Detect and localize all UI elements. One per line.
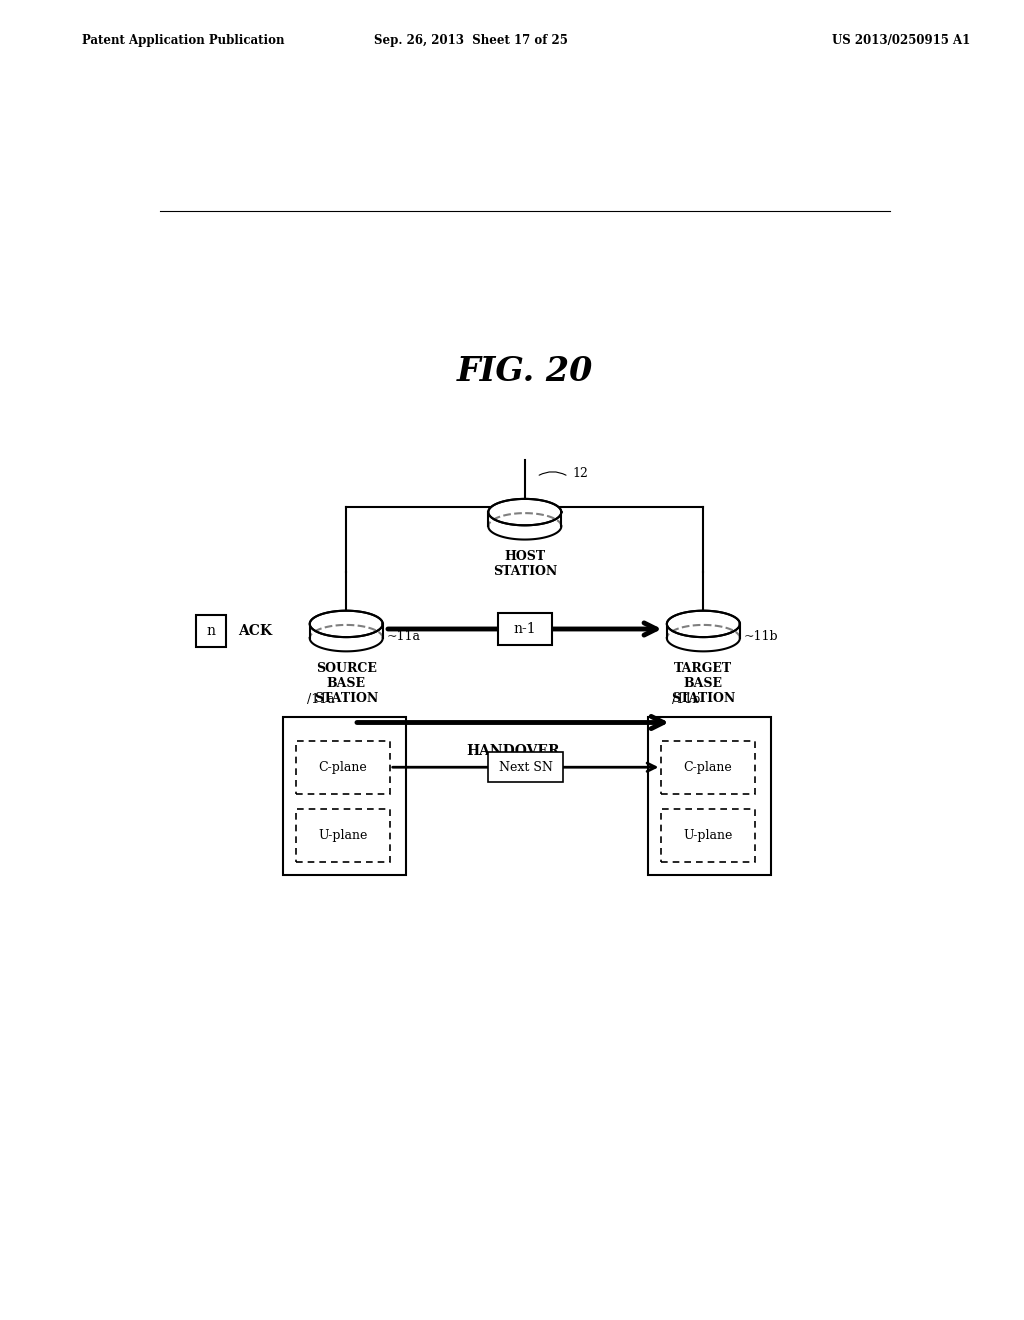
Text: C-plane: C-plane bbox=[684, 760, 732, 774]
Text: ACK: ACK bbox=[239, 624, 272, 638]
FancyBboxPatch shape bbox=[197, 615, 226, 647]
FancyBboxPatch shape bbox=[487, 752, 563, 783]
FancyBboxPatch shape bbox=[498, 612, 552, 645]
Text: HOST
STATION: HOST STATION bbox=[493, 549, 557, 578]
Text: TARGET
BASE
STATION: TARGET BASE STATION bbox=[672, 661, 735, 705]
Text: HANDOVER: HANDOVER bbox=[466, 744, 560, 758]
FancyBboxPatch shape bbox=[648, 718, 771, 875]
Text: n: n bbox=[207, 624, 216, 638]
Text: Patent Application Publication: Patent Application Publication bbox=[82, 34, 285, 48]
Text: US 2013/0250915 A1: US 2013/0250915 A1 bbox=[831, 34, 971, 48]
Text: /11a: /11a bbox=[306, 693, 334, 706]
FancyBboxPatch shape bbox=[296, 809, 390, 862]
Text: ~11a: ~11a bbox=[387, 630, 421, 643]
Text: C-plane: C-plane bbox=[318, 760, 368, 774]
Text: U-plane: U-plane bbox=[318, 829, 368, 842]
Text: FIG. 20: FIG. 20 bbox=[457, 355, 593, 388]
Text: Next SN: Next SN bbox=[499, 760, 553, 774]
FancyBboxPatch shape bbox=[662, 741, 755, 793]
Ellipse shape bbox=[488, 499, 561, 525]
Polygon shape bbox=[667, 624, 740, 638]
Polygon shape bbox=[309, 624, 383, 638]
FancyBboxPatch shape bbox=[662, 809, 755, 862]
Text: 12: 12 bbox=[572, 467, 589, 480]
Text: SOURCE
BASE
STATION: SOURCE BASE STATION bbox=[314, 661, 378, 705]
Text: n-1: n-1 bbox=[513, 622, 537, 636]
Text: Sep. 26, 2013  Sheet 17 of 25: Sep. 26, 2013 Sheet 17 of 25 bbox=[374, 34, 568, 48]
Ellipse shape bbox=[309, 611, 383, 638]
Text: U-plane: U-plane bbox=[683, 829, 733, 842]
Text: /11b: /11b bbox=[672, 693, 700, 706]
FancyBboxPatch shape bbox=[283, 718, 406, 875]
Ellipse shape bbox=[667, 611, 740, 638]
Text: ~11b: ~11b bbox=[743, 630, 778, 643]
Polygon shape bbox=[488, 512, 561, 527]
FancyBboxPatch shape bbox=[296, 741, 390, 793]
